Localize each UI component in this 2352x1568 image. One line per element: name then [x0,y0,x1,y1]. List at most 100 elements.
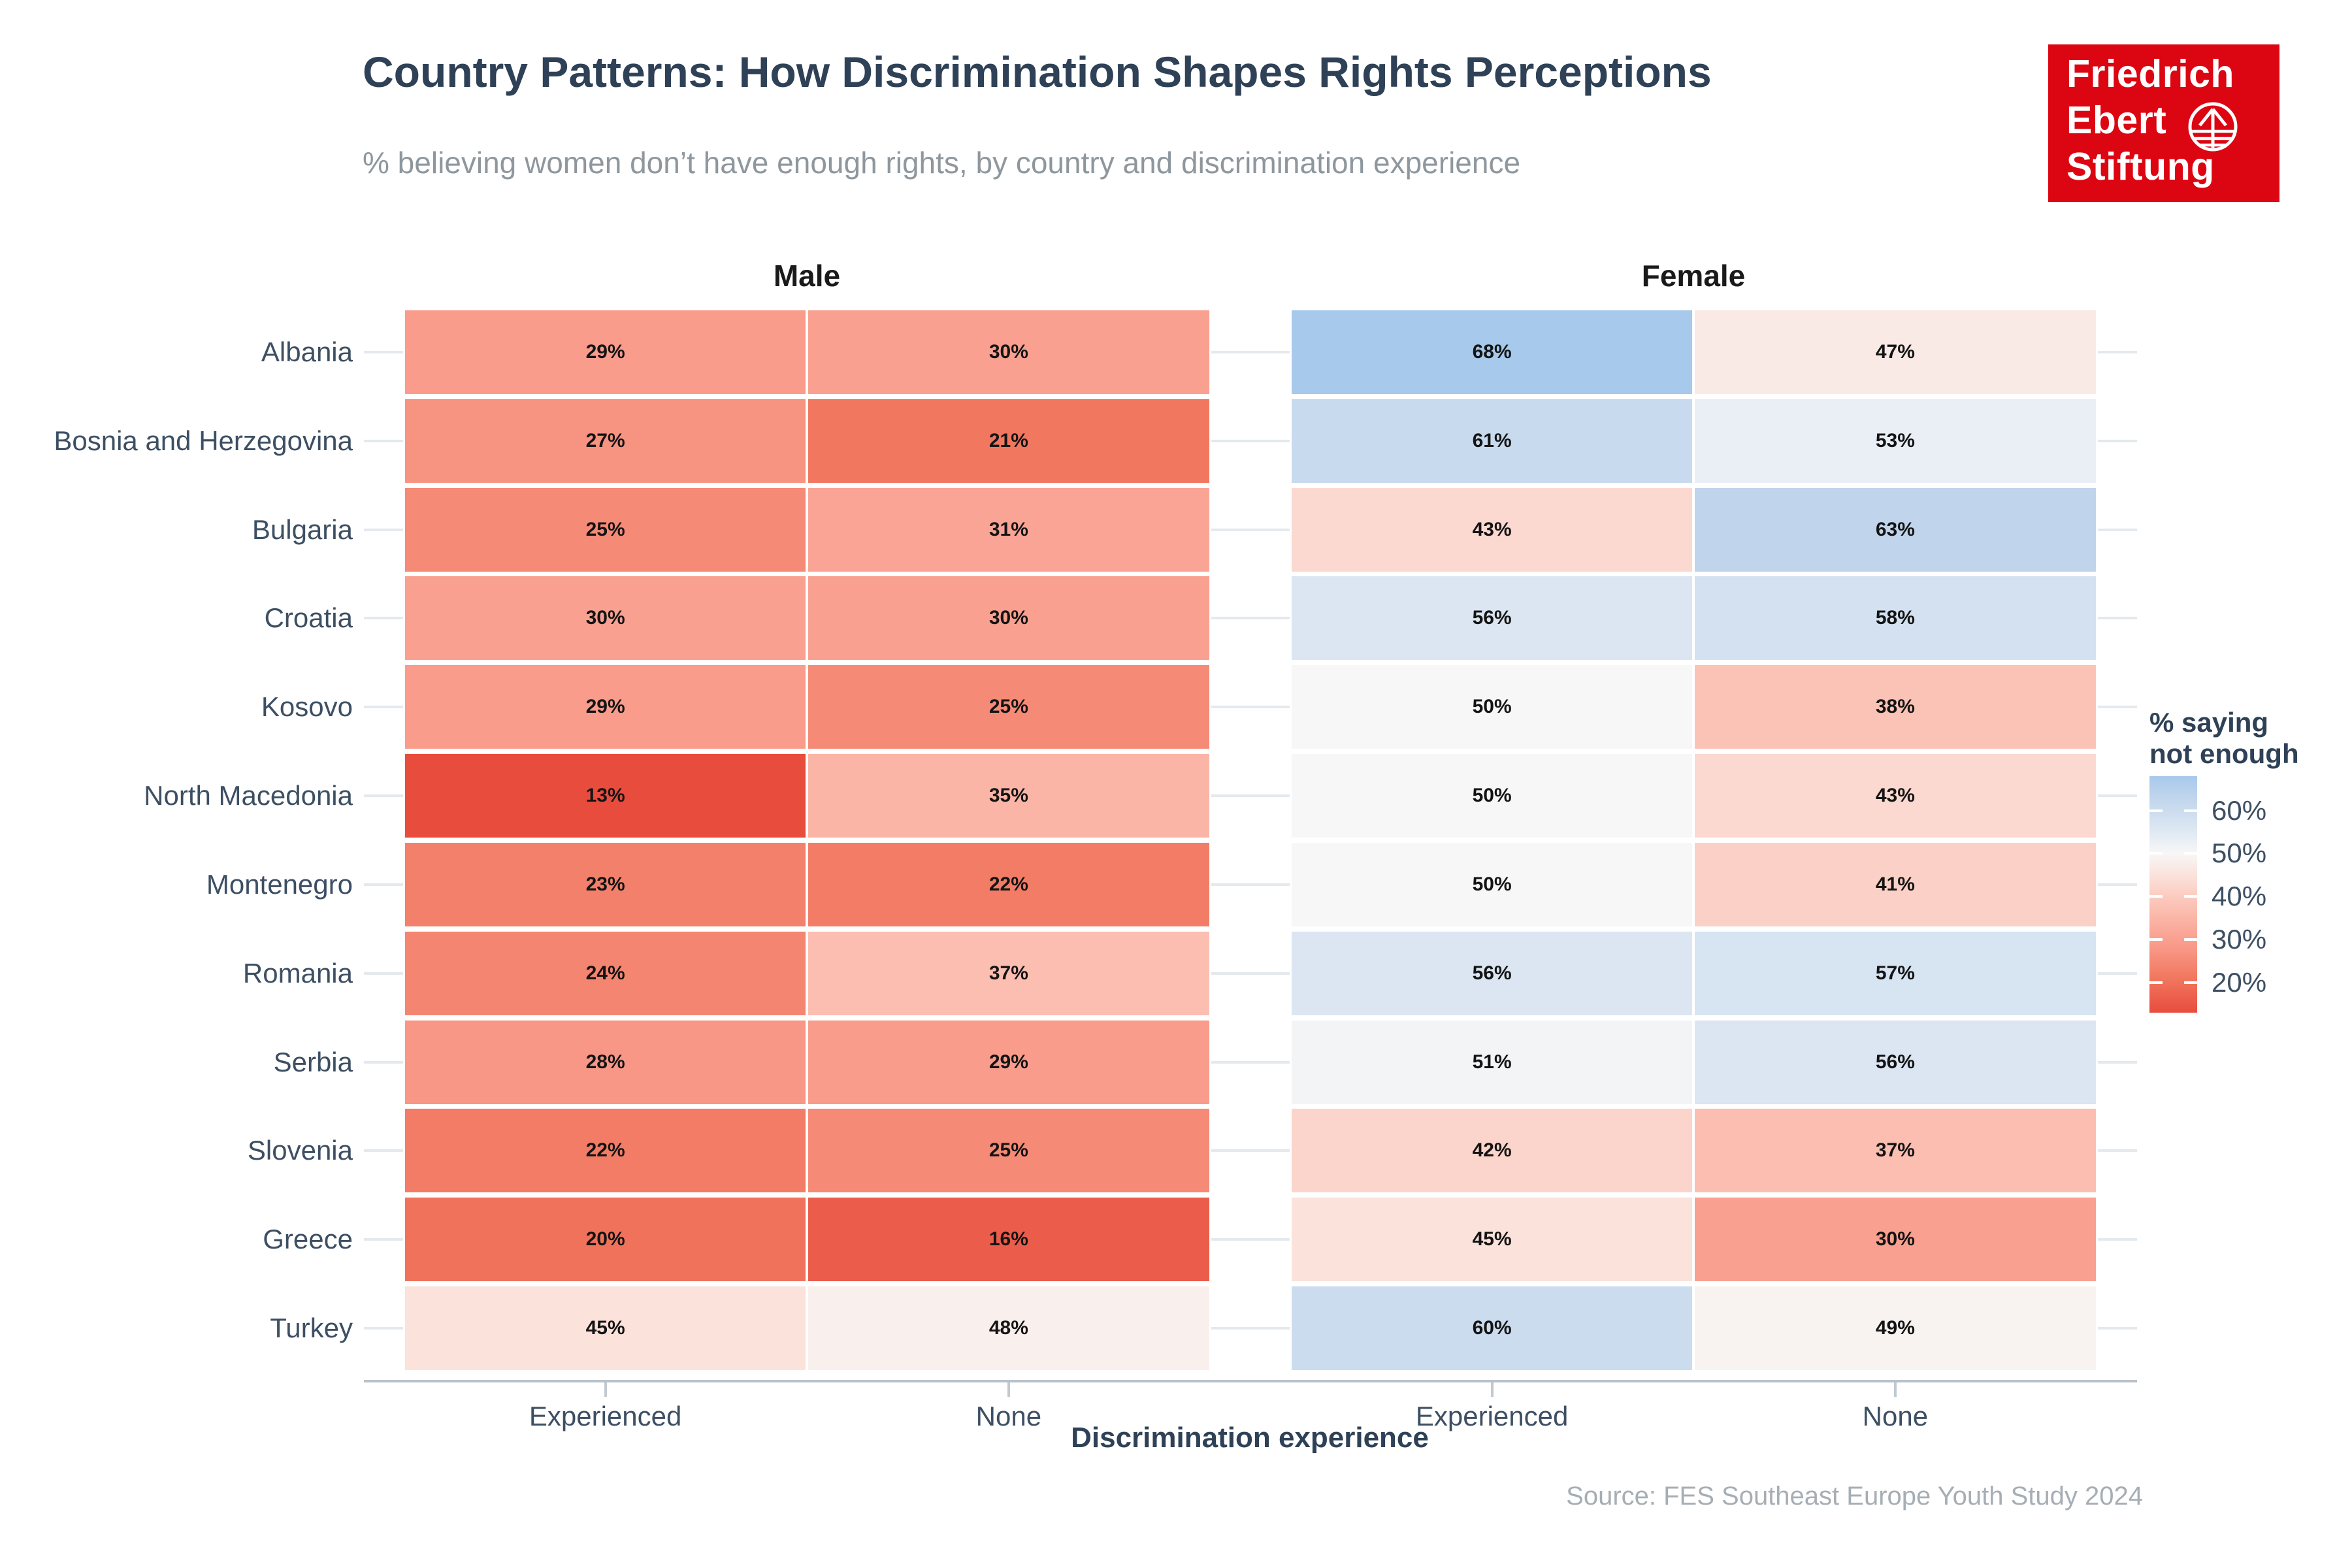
y-tick [1250,528,1290,531]
heatmap-cell: 47% [1695,310,2096,394]
heatmap-cell: 30% [1695,1198,2096,1282]
y-tick [364,1149,403,1152]
heatmap-cell: 24% [405,931,806,1015]
cell-value-label: 30% [1875,1228,1915,1250]
country-label: Bosnia and Herzegovina [54,425,353,456]
y-tick [364,617,403,620]
cell-value-label: 57% [1875,962,1915,984]
heatmap-cell: 56% [1695,1020,2096,1104]
cell-value-label: 29% [988,1051,1028,1073]
cell-value-label: 56% [1472,962,1512,984]
heatmap-cell: 27% [405,399,806,483]
heatmap-cell: 50% [1292,842,1693,926]
y-tick [1250,1060,1290,1064]
legend-tick-mark [2184,895,2197,898]
y-tick [1211,883,1250,886]
y-tick [1211,1149,1250,1152]
country-label: Albania [261,336,353,367]
page-title: Country Patterns: How Discrimination Sha… [363,48,1712,96]
y-tick [1250,1238,1290,1241]
cell-value-label: 28% [585,1051,625,1073]
heatmap-cell: 43% [1292,487,1693,572]
heatmap-cell: 37% [808,931,1209,1015]
legend-tick-mark [2149,809,2163,812]
country-label: Bulgaria [252,514,353,545]
heatmap-cell: 30% [808,310,1209,394]
heatmap-cell: 38% [1695,665,2096,749]
cell-value-label: 37% [988,962,1028,984]
y-tick [1250,1149,1290,1152]
y-tick [2097,351,2137,353]
cell-value-label: 43% [1875,785,1915,807]
cell-value-label: 29% [585,341,625,363]
cell-value-label: 51% [1472,1051,1512,1073]
y-tick [1211,1238,1250,1241]
legend-tick-mark [2184,809,2197,812]
y-tick [2097,1327,2137,1330]
cell-value-label: 31% [988,518,1028,540]
cell-value-label: 23% [585,873,625,895]
cell-value-label: 41% [1875,873,1915,895]
x-tick [604,1382,607,1397]
y-tick [364,351,403,353]
cell-value-label: 63% [1875,518,1915,540]
heatmap-cell: 56% [1292,931,1693,1015]
heatmap-cell: 30% [405,576,806,661]
x-tick-label: None [975,1401,1042,1431]
y-tick [2097,439,2137,442]
y-tick [364,528,403,531]
y-tick [2097,528,2137,531]
fes-logo-line-2: Ebert [2066,99,2167,142]
cell-value-label: 56% [1472,607,1512,629]
cell-value-label: 29% [585,696,625,718]
cell-value-label: 42% [1472,1139,1512,1162]
cell-value-label: 47% [1875,341,1915,363]
x-tick [1007,1382,1010,1397]
cell-value-label: 13% [585,785,625,807]
legend-tick-label: 40% [2212,881,2267,912]
legend-tick-label: 50% [2212,838,2267,869]
heatmap-cell: 58% [1695,576,2096,661]
y-tick [1250,972,1290,975]
heatmap-cell: 25% [808,665,1209,749]
heatmap-cell: 63% [1695,487,2096,572]
y-tick [364,794,403,798]
heatmap-cell: 61% [1292,399,1693,483]
facet-label-female: Female [1641,259,1746,293]
country-label: North Macedonia [144,780,353,811]
cell-value-label: 56% [1875,1051,1915,1073]
country-label: Greece [263,1224,353,1255]
page-subtitle: % believing women don’t have enough righ… [363,146,1521,180]
country-label: Montenegro [206,868,353,900]
x-axis-line [364,1380,1250,1382]
legend-tick-mark [2149,895,2163,898]
cell-value-label: 25% [988,1139,1028,1162]
source-note: Source: FES Southeast Europe Youth Study… [1566,1482,2143,1511]
heatmap-cell: 50% [1292,665,1693,749]
cell-value-label: 49% [1875,1317,1915,1339]
cell-value-label: 27% [585,429,625,451]
heatmap-cell: 25% [808,1109,1209,1193]
heatmap-cell: 23% [405,842,806,926]
fes-logo-line-1: Friedrich [2066,52,2234,95]
legend-tick-label: 60% [2212,794,2267,826]
y-tick [364,1327,403,1330]
legend-title-line-2: not enough [2149,738,2299,769]
heatmap-cell: 51% [1292,1020,1693,1104]
x-tick-label: Experienced [1415,1401,1569,1431]
y-tick [1211,528,1250,531]
x-axis-line [1250,1380,2137,1382]
legend-tick-mark [2184,981,2197,984]
heatmap-cell: 29% [405,310,806,394]
heatmap-cell: 29% [405,665,806,749]
heatmap-cell: 56% [1292,576,1693,661]
heatmap-cell: 45% [1292,1198,1693,1282]
heatmap-cell: 60% [1292,1286,1693,1371]
heatmap-cell: 16% [808,1198,1209,1282]
country-label: Kosovo [261,691,353,723]
country-label: Serbia [273,1046,353,1077]
cell-value-label: 48% [988,1317,1028,1339]
legend-tick-mark [2149,938,2163,941]
heatmap-cell: 37% [1695,1109,2096,1193]
y-tick [364,883,403,886]
